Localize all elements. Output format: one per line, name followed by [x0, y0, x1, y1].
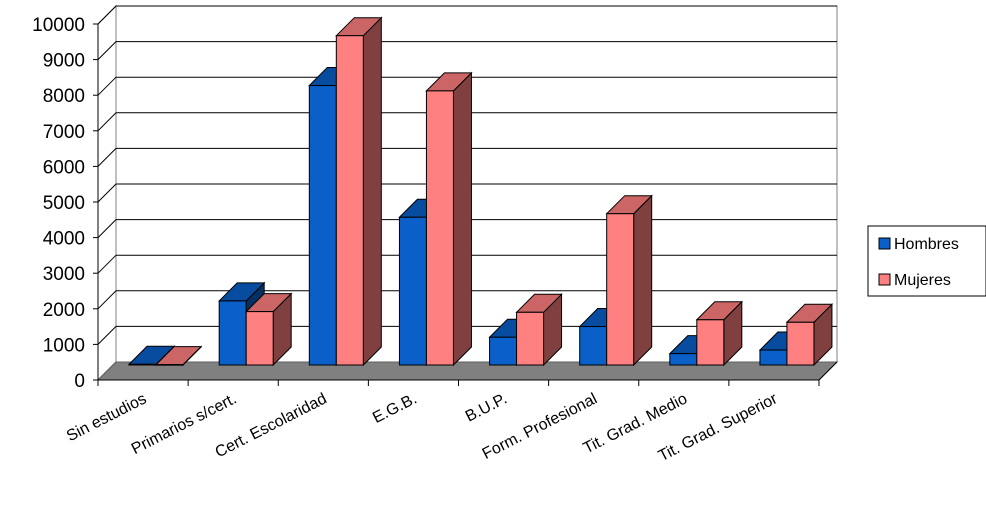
- y-tick-label: 0: [74, 371, 85, 392]
- y-tick-label: 7000: [43, 122, 85, 143]
- gridlines: [97, 5, 837, 381]
- floor-plane: [96, 361, 839, 381]
- x-category-label: E.G.B.: [370, 390, 420, 427]
- legend-label-mujeres: Mujeres: [894, 272, 951, 289]
- y-tick-label: 4000: [43, 229, 85, 250]
- gridline: [97, 219, 837, 238]
- bar-mujeres-tit-grad-medio: [695, 300, 744, 367]
- y-tick-label: 2000: [43, 300, 85, 321]
- y-tick-label: 10000: [32, 15, 85, 36]
- x-axis-edge: [818, 361, 838, 381]
- x-category-label: Sin estudios: [64, 390, 149, 445]
- legend-swatch-mujeres: [878, 273, 891, 286]
- gridline: [97, 254, 837, 274]
- gridline: [97, 147, 837, 167]
- bar-mujeres-cert-escolaridad: [335, 16, 383, 367]
- bar-mujeres-b-u-p: [515, 293, 563, 367]
- bar-mujeres-primarios-s-cert: [244, 292, 293, 367]
- gridline: [97, 76, 837, 96]
- bar-mujeres-form-profesional: [605, 194, 653, 367]
- bar-mujeres-tit-grad-superior: [785, 303, 834, 367]
- legend-swatch-hombres: [878, 237, 891, 250]
- y-tick-label: 6000: [43, 157, 85, 178]
- gridline: [97, 5, 837, 25]
- bar-mujeres-e-g-b: [425, 71, 473, 367]
- gridline: [97, 183, 837, 203]
- x-category-label: B.U.P.: [463, 390, 510, 425]
- bars: [127, 16, 834, 367]
- y-tick-label: 5000: [43, 193, 85, 214]
- gridline: [97, 290, 837, 310]
- bar-mujeres-sin-estudios: [154, 345, 203, 367]
- y-tick-label: 8000: [43, 86, 85, 107]
- gridline: [97, 41, 837, 60]
- y-axis: 0 1000 2000 3000 4000 5000 6000 7000 8000 9000 100…: [32, 15, 99, 392]
- chart-floor: [96, 361, 839, 381]
- gridline: [97, 112, 837, 132]
- y-tick-label: 3000: [43, 264, 85, 285]
- legend: Hombres Mujeres: [867, 225, 986, 297]
- y-tick-label: 9000: [43, 51, 85, 72]
- y-tick-label: 1000: [43, 335, 85, 356]
- legend-label-hombres: Hombres: [894, 236, 959, 253]
